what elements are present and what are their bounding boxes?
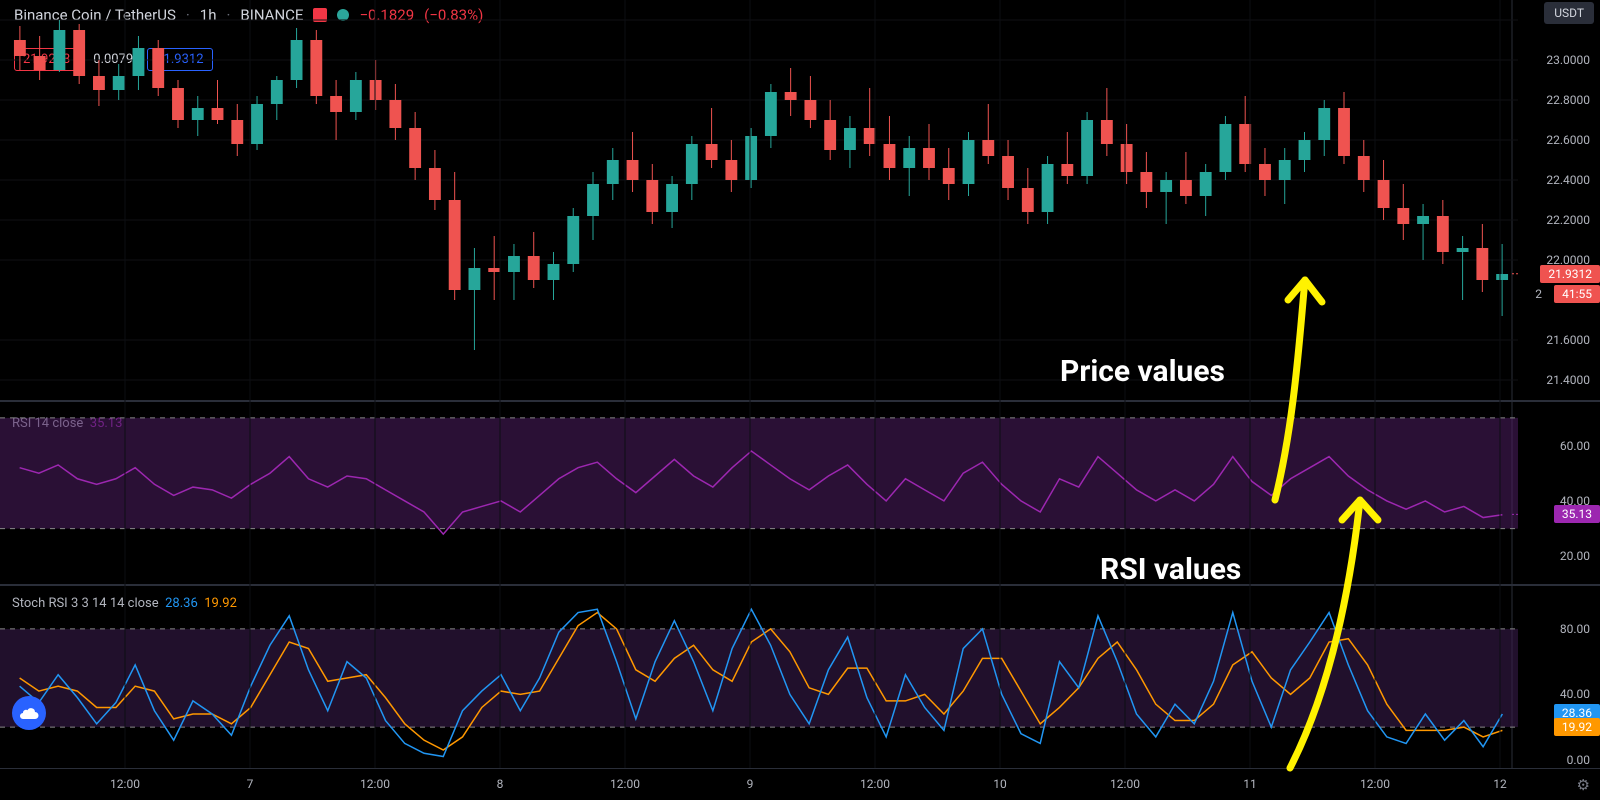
annotation-rsi-values: RSI values (1100, 552, 1241, 587)
panel-divider[interactable] (0, 400, 1600, 402)
stoch-label: Stoch RSI 3 3 14 14 close (12, 596, 159, 611)
badge-spread: 0.0079 (93, 52, 133, 67)
time-xaxis[interactable]: ⚙ 12:00712:00812:00912:001012:001112:001… (0, 768, 1600, 800)
indicator-badges: 21.9233 0.0079 21.9312 (14, 48, 213, 71)
stoch-yaxis[interactable]: 80.0040.000.0028.3619.92 (1518, 588, 1600, 768)
rsi-value: 35.13 (90, 416, 123, 431)
symbol-header[interactable]: Binance Coin / TetherUS · 1h · BINANCE −… (14, 6, 483, 24)
exchange-logo-icon (313, 8, 327, 22)
price-change-pct: (−0.83%) (424, 6, 483, 24)
stoch-d-value: 19.92 (204, 596, 237, 611)
price-change-abs: −0.1829 (359, 6, 414, 24)
exchange-name: BINANCE (240, 6, 303, 24)
stoch-title[interactable]: Stoch RSI 3 3 14 14 close 28.36 19.92 (12, 596, 237, 611)
price-yaxis[interactable]: 23.200023.000022.800022.600022.400022.20… (1518, 0, 1600, 400)
rsi-yaxis[interactable]: 60.0040.0020.0035.13 (1518, 404, 1600, 584)
symbol-name: Binance Coin / TetherUS (14, 6, 176, 24)
annotation-price-values: Price values (1060, 354, 1225, 389)
rsi-title[interactable]: RSI 14 close 35.13 (12, 416, 122, 431)
cloud-icon[interactable] (12, 696, 46, 730)
chart-container: USDT Binance Coin / TetherUS · 1h · BINA… (0, 0, 1600, 800)
timeframe: 1h (200, 6, 217, 24)
quote-currency-badge: USDT (1544, 2, 1594, 24)
badge-bid[interactable]: 21.9233 (14, 48, 79, 71)
stoch-k-value: 28.36 (165, 596, 198, 611)
rsi-label: RSI 14 close (12, 416, 83, 431)
settings-gear-icon[interactable]: ⚙ (1577, 776, 1590, 794)
market-open-icon (337, 9, 349, 21)
badge-ask[interactable]: 21.9312 (147, 48, 212, 71)
panel-divider[interactable] (0, 584, 1600, 586)
